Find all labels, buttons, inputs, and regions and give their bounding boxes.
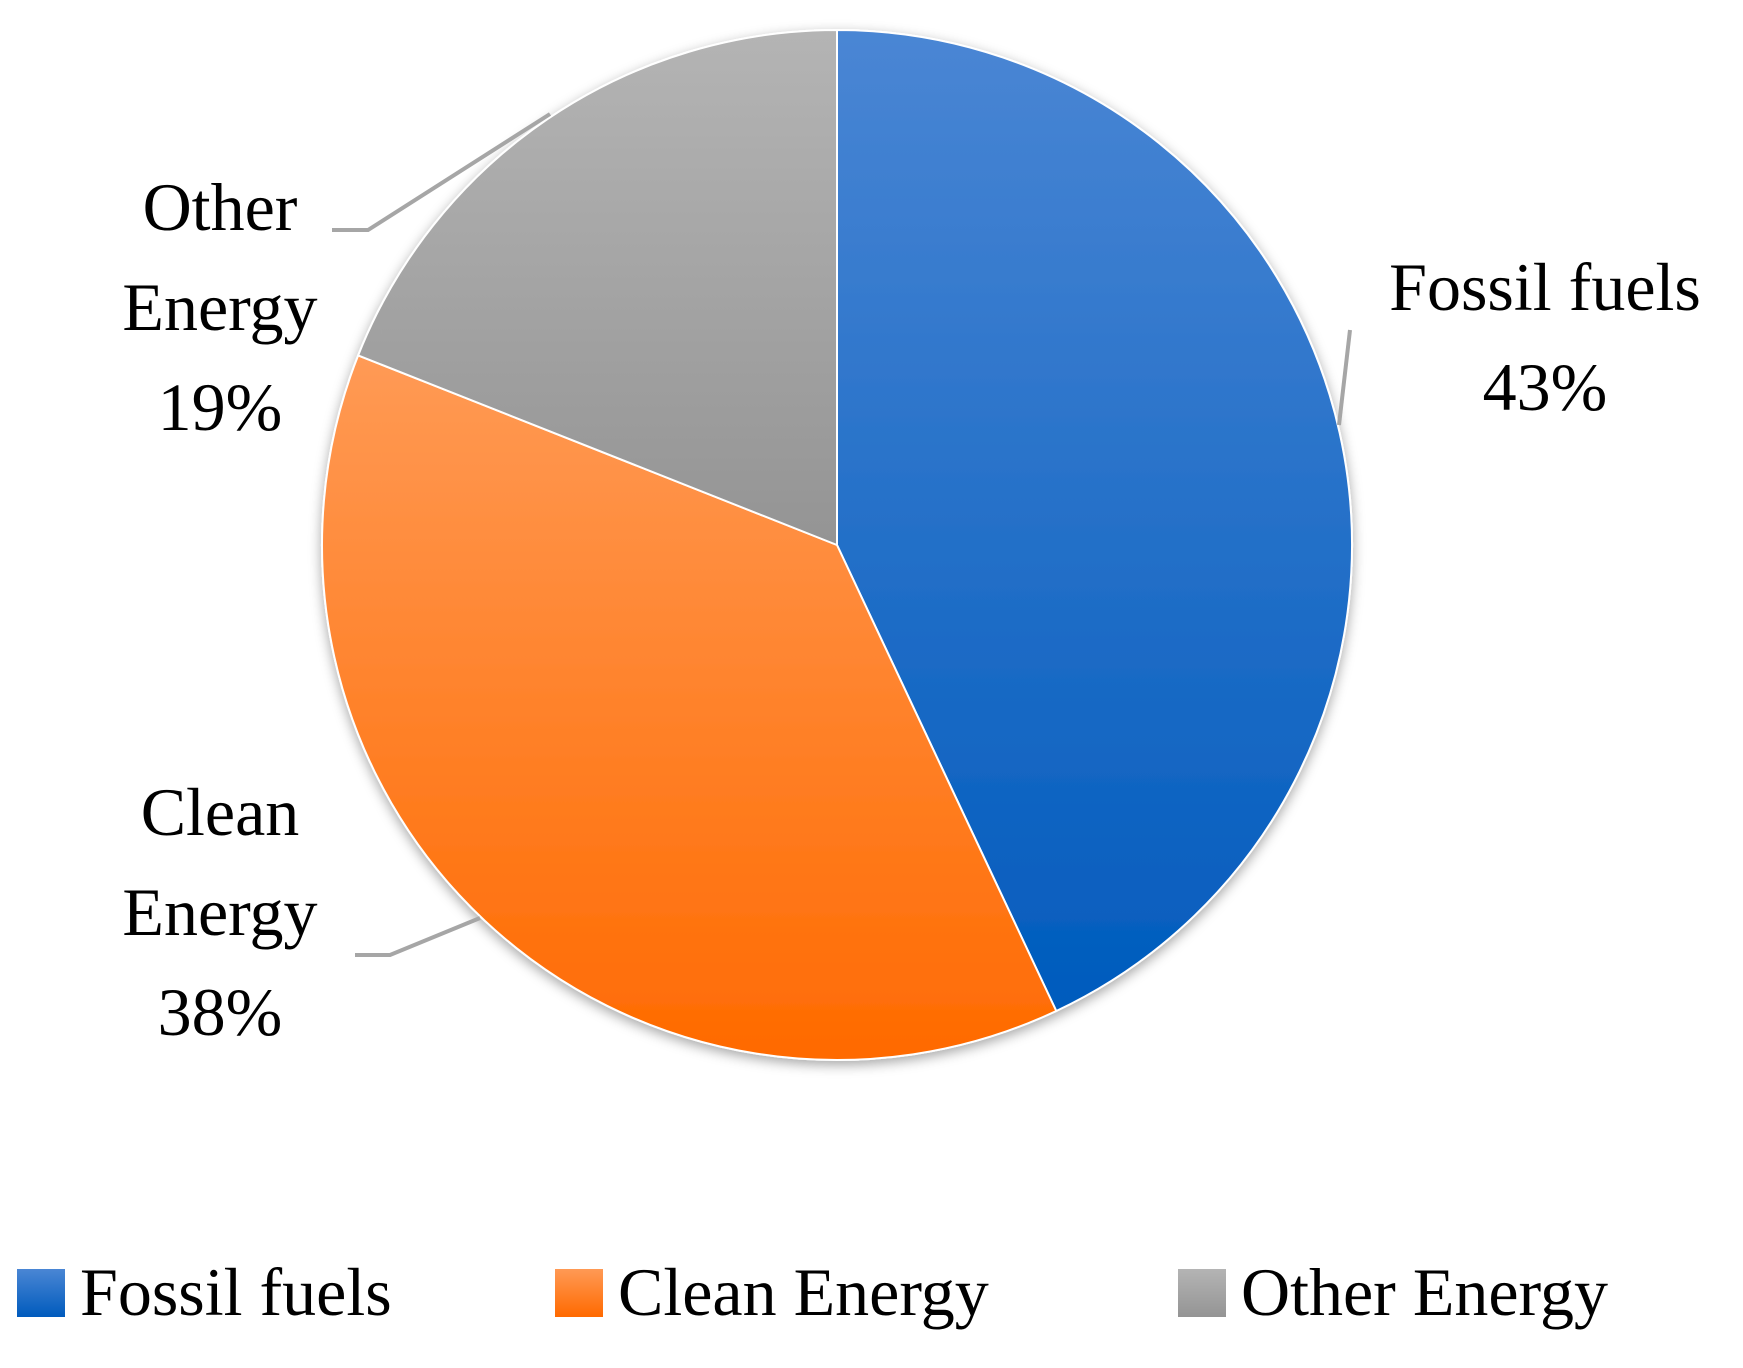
data-labels: Fossil fuels 43% Clean Energy 38% Other Energy… <box>122 169 1700 1050</box>
legend-label-clean-energy: Clean Energy <box>618 1254 989 1330</box>
pie-slice-fossil-fuels <box>836 28 1354 1013</box>
leader-line-other-energy <box>332 112 552 232</box>
data-label-value-other-energy: 19% <box>158 369 283 445</box>
pie-slice-clean-energy <box>321 354 1058 1061</box>
legend-label-fossil-fuels: Fossil fuels <box>80 1254 392 1330</box>
data-label-name-other-energy: Energy <box>122 269 317 345</box>
leader-lines <box>332 112 1352 957</box>
leader-line-fossil-fuels <box>1337 329 1352 426</box>
legend-label-other-energy: Other Energy <box>1241 1254 1608 1330</box>
data-label-name-clean-energy: Energy <box>122 874 317 950</box>
pie-slice-other-energy <box>356 28 838 547</box>
legend-swatch-other-energy <box>1178 1269 1226 1317</box>
data-label-value-fossil-fuels: 43% <box>1483 349 1608 425</box>
leader-line-clean-energy <box>355 916 481 957</box>
legend-swatch-fossil-fuels <box>17 1269 65 1317</box>
legend: Fossil fuels Clean Energy Other Energy <box>17 1254 1608 1330</box>
data-label-value-clean-energy: 38% <box>158 974 283 1050</box>
data-label-name-fossil-fuels: Fossil fuels <box>1389 249 1701 325</box>
data-label-name-other-energy: Other <box>143 169 298 245</box>
pie-slices <box>321 28 1354 1061</box>
data-label-name-clean-energy: Clean <box>141 774 300 850</box>
legend-swatch-clean-energy <box>555 1269 603 1317</box>
